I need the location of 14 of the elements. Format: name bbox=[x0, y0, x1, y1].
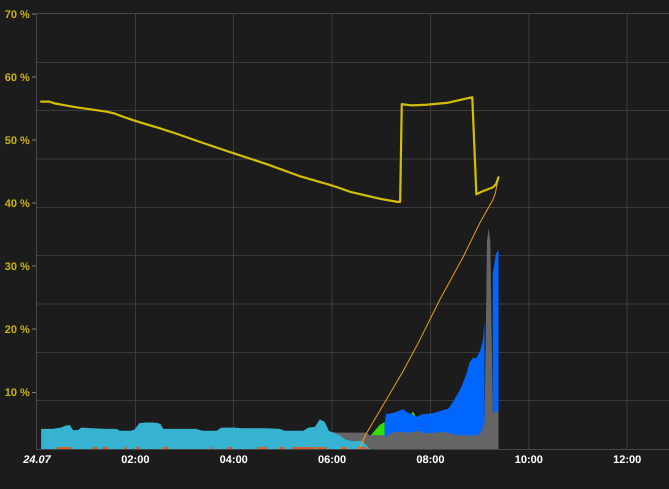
x-tick-label: 04:00 bbox=[220, 454, 248, 466]
y-tick-label: 10 % bbox=[4, 387, 30, 400]
x-tick-label: 02:00 bbox=[121, 454, 150, 466]
x-tick-label: 10:00 bbox=[514, 454, 543, 466]
y-tick-label: 20 % bbox=[4, 324, 30, 336]
y-tick-label: 30 % bbox=[4, 261, 30, 274]
x-tick-label: 12:00 bbox=[613, 454, 642, 466]
x-tick-label: 08:00 bbox=[416, 454, 445, 466]
y-tick-label: 40 % bbox=[4, 198, 30, 210]
x-tick-label: 24.07 bbox=[22, 454, 52, 466]
y-tick-label: 60 % bbox=[4, 72, 30, 84]
y-tick-label: 50 % bbox=[4, 134, 30, 147]
x-tick-label: 06:00 bbox=[318, 454, 346, 466]
y-tick-label: 70 % bbox=[4, 8, 30, 21]
